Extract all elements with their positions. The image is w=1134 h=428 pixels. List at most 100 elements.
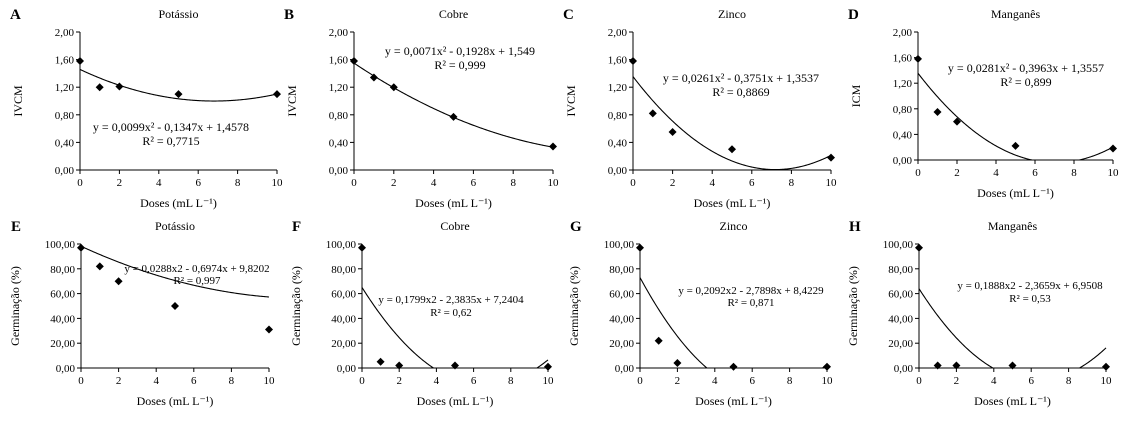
y-tick-label: 0,40 [329,137,349,149]
y-tick-label: 0,40 [608,137,628,149]
y-tick-label: 40,00 [331,313,356,325]
data-point [171,302,179,310]
y-axis-label: ICM [849,84,863,107]
x-tick-label: 6 [749,375,755,387]
y-tick-label: 0,80 [893,104,913,116]
data-point [389,83,398,92]
x-tick-label: 10 [1108,167,1120,179]
x-axis-label: Doses (mL L⁻¹) [694,196,771,210]
x-tick-label: 2 [954,375,960,387]
y-tick-label: 60,00 [50,289,75,301]
r-squared: R² = 0,53 [1009,293,1051,305]
data-point [648,109,657,118]
panel-b: B Cobre 0,00 0,40 0,80 1,20 1,60 2,00 0 2 4 6 8 10 Dos… [284,7,559,210]
x-axis-label: Doses (mL L⁻¹) [977,186,1054,200]
panel-letter: H [849,219,861,235]
x-tick-label: 10 [543,375,555,387]
x-tick-label: 0 [359,375,365,387]
y-tick-label: 1,60 [55,55,75,67]
y-tick-label: 20,00 [331,338,356,350]
data-point [350,56,358,65]
data-point [629,56,637,65]
trendline [633,76,832,170]
data-point [95,83,104,92]
data-point [1102,362,1110,371]
panel-title: Potássio [155,219,195,233]
x-axis-label: Doses (mL L⁻¹) [415,196,492,210]
trendline [919,288,1107,368]
x-tick-label: 2 [117,177,123,189]
data-point [952,361,961,370]
data-point [953,117,961,126]
y-tick-label: 20,00 [609,338,634,350]
data-point [273,90,281,99]
y-tick-label: 60,00 [888,289,913,301]
y-tick-label: 0,00 [608,165,628,177]
panel-c: C Zinco 0,00 0,40 0,80 1,20 1,60 2,00 0 2 4 6 8 10 Dos… [563,7,837,210]
panel-title: Manganês [988,219,1038,233]
y-tick-label: 0,80 [329,110,349,122]
x-tick-label: 8 [1071,167,1077,179]
x-tick-label: 8 [510,177,516,189]
x-tick-label: 6 [191,375,197,387]
panel-letter: F [292,219,301,235]
r-squared: R² = 0,62 [430,307,472,319]
y-tick-label: 0,00 [893,155,913,167]
x-tick-label: 0 [916,375,922,387]
regression-equation: y = 0,0281x² - 0,3963x + 1,3557 [948,61,1104,75]
regression-equation: y = 0,0261x² - 0,3751x + 1,3537 [663,71,819,85]
y-tick-label: 100,00 [604,239,635,251]
trendline [362,287,549,368]
data-point [549,142,557,151]
x-tick-label: 2 [391,177,397,189]
data-point [1008,361,1017,370]
x-tick-label: 6 [1028,375,1034,387]
x-tick-label: 2 [954,167,960,179]
y-tick-label: 0,40 [893,129,913,141]
y-axis-label: IVCM [11,85,25,117]
data-point [728,145,736,154]
y-tick-label: 1,60 [893,53,913,65]
x-tick-label: 0 [351,177,357,189]
trendline [640,277,828,368]
regression-equation: y = 0,2092x2 - 2,7898x + 8,4229 [678,285,824,297]
x-axis-label: Doses (mL L⁻¹) [140,196,217,210]
panel-h: H Manganês 0,00 20,00 40,00 60,00 80,00 100,00 0… [846,219,1112,408]
r-squared: R² = 0,999 [434,58,485,72]
panel-title: Potássio [158,7,198,21]
r-squared: R² = 0,997 [173,275,221,287]
data-point [376,357,385,366]
panel-title: Zinco [718,7,746,21]
x-tick-label: 4 [993,167,999,179]
r-squared: R² = 0,7715 [142,134,199,148]
x-tick-label: 6 [195,177,201,189]
panel-title: Zinco [720,219,748,233]
x-tick-label: 10 [1101,375,1113,387]
y-tick-label: 0,00 [337,363,357,375]
panel-letter: B [284,7,294,23]
panel-f: F Cobre 0,00 20,00 40,00 60,00 80,00 100,00 0 2 4 6… [289,219,554,408]
x-axis-label: Doses (mL L⁻¹) [974,394,1051,408]
y-axis-label: IVCM [285,85,299,117]
y-tick-label: 2,00 [893,27,913,39]
data-point [673,359,682,368]
y-tick-label: 40,00 [50,313,75,325]
panel-letter: C [563,7,574,23]
y-tick-label: 1,60 [608,55,628,67]
panel-letter: A [10,7,21,23]
y-tick-label: 60,00 [609,289,634,301]
data-point [668,128,677,137]
y-tick-label: 0,00 [329,165,349,177]
data-point [76,56,84,65]
data-point [915,243,923,252]
panel-title: Cobre [440,219,469,233]
x-axis-label: Doses (mL L⁻¹) [695,394,772,408]
data-point [729,362,738,371]
x-axis-label: Doses (mL L⁻¹) [417,394,494,408]
y-tick-label: 2,00 [608,27,628,39]
data-point [933,361,942,370]
y-axis-label: Germinação (%) [289,266,303,346]
panel-d: D Manganês 0,00 0,40 0,80 1,20 1,60 2,00 0 2 4 6 8 10… [848,7,1119,200]
panel-g: G Zinco 0,00 20,00 40,00 60,00 80,00 100,00 0 2 4 6… [567,219,833,408]
data-point [358,243,366,252]
